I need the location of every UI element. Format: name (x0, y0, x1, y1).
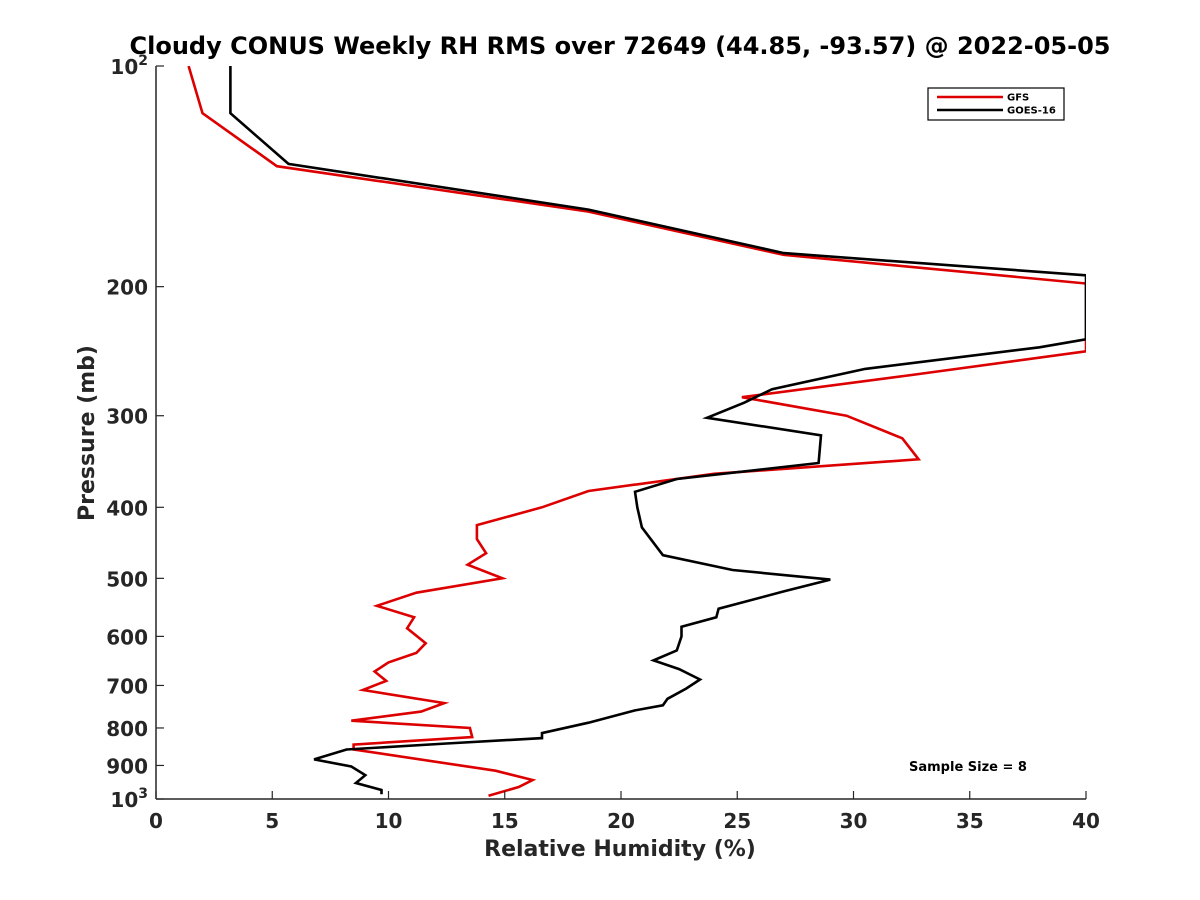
y-tick-label: 103 (110, 786, 148, 812)
x-tick-label: 35 (956, 809, 984, 833)
plot-area: 0 5 10 15 20 25 30 35 40 102 200 300 400 500 600 700 800… (106, 53, 1100, 833)
series-line-goes-16 (229, 66, 1086, 795)
x-tick-label: 15 (491, 809, 519, 833)
x-tick-label: 30 (840, 809, 868, 833)
x-tick-label: 20 (607, 809, 635, 833)
y-tick-label: 200 (106, 276, 148, 300)
legend-box (927, 87, 1065, 121)
series-lines (187, 66, 1086, 798)
x-tick-label: 10 (375, 809, 403, 833)
y-tick-label: 102 (110, 53, 148, 79)
legend-label-gfs: GFS (1007, 93, 1029, 104)
y-axis-label: Pressure (mb) (75, 345, 100, 521)
y-tick-label: 400 (106, 496, 148, 520)
x-tick-label: 5 (265, 809, 279, 833)
chart-title: Cloudy CONUS Weekly RH RMS over 72649 (4… (130, 32, 1111, 60)
y-tick-label: 900 (106, 754, 148, 778)
legend-label-goes-16: GOES-16 (1007, 106, 1056, 117)
legend: GFS GOES-16 (927, 87, 1065, 121)
y-tick-label: 500 (106, 567, 148, 591)
x-tick-label: 25 (723, 809, 751, 833)
y-tick-label: 700 (106, 674, 148, 698)
y-tick-label: 600 (106, 625, 148, 649)
y-tick-label: 300 (106, 405, 148, 429)
sample-size-annotation: Sample Size = 8 (909, 760, 1027, 775)
y-tick-label: 800 (106, 717, 148, 741)
x-tick-label: 40 (1072, 809, 1100, 833)
series-line-gfs (187, 66, 1086, 798)
x-axis-label: Relative Humidity (%) (484, 837, 756, 862)
x-tick-label: 0 (149, 809, 163, 833)
